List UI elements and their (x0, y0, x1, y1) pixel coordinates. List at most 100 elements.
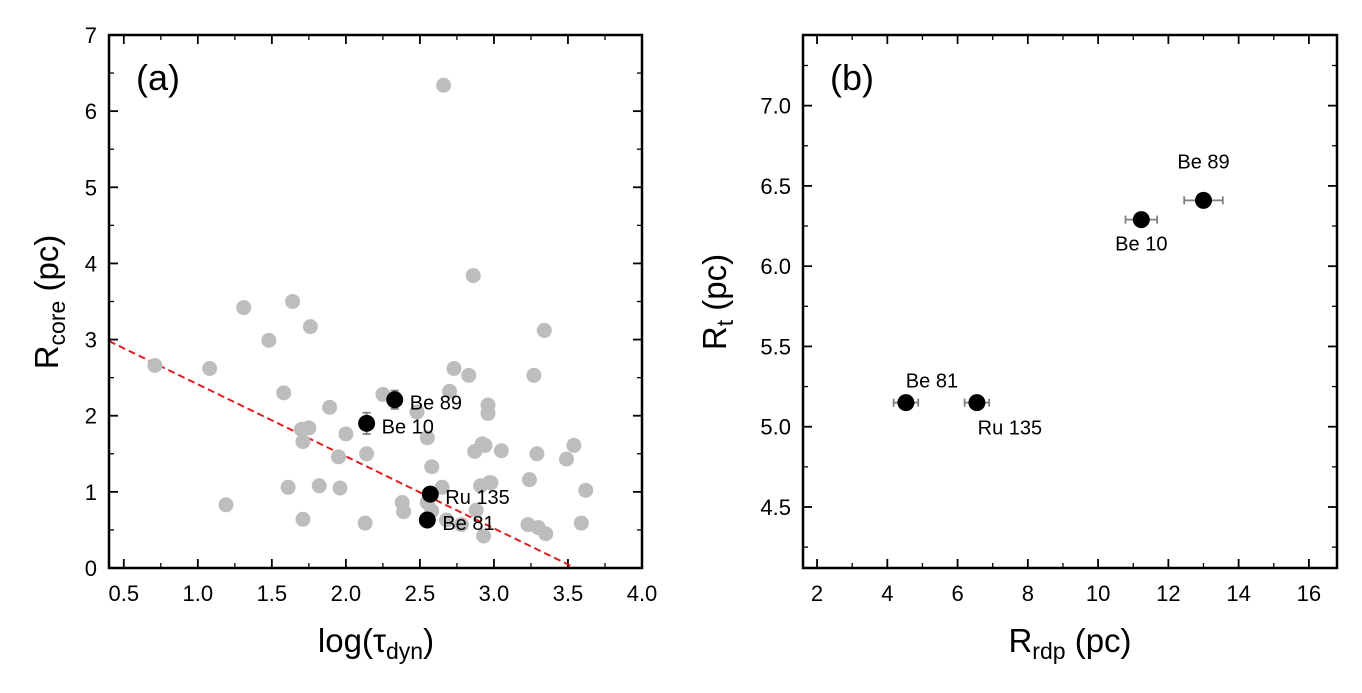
background-point (218, 497, 234, 513)
panel-b-label: (b) (830, 57, 874, 98)
highlight-point (418, 511, 436, 529)
panel-a-ylabel-tail: (pc) (28, 235, 65, 301)
background-point (439, 512, 455, 528)
background-point (477, 437, 493, 453)
background-point (446, 361, 462, 377)
panel-b-ylabel: Rt (pc) (696, 254, 738, 350)
panel-a-xtick-label: 0.5 (109, 581, 140, 606)
panel-b-ylabel-main: R (696, 326, 733, 350)
panel-a-background-points (147, 77, 594, 544)
panel-a-xtick-label: 2.0 (331, 581, 362, 606)
background-point (453, 517, 469, 533)
background-point (442, 383, 458, 399)
panel-b-xlabel-main: R (1008, 622, 1032, 659)
panel-b-ytick-label: 4.5 (760, 495, 791, 520)
background-point (147, 357, 163, 373)
highlight-point (386, 391, 404, 409)
panel-b-xtick-label: 8 (1022, 581, 1034, 606)
background-point (434, 479, 450, 495)
background-point (332, 480, 348, 496)
background-point (276, 385, 292, 401)
background-point (529, 446, 545, 462)
background-point (409, 404, 425, 420)
data-point-label: Be 89 (1177, 151, 1229, 173)
background-point (526, 367, 542, 383)
panel-a-label: (a) (136, 57, 180, 98)
panel-a-xlabel: log(τdyn) (318, 622, 434, 664)
panel-a-ylabel-main: R (28, 345, 65, 369)
background-point (436, 77, 452, 93)
panel-a-xtick-label: 1.0 (183, 581, 214, 606)
panel-a-ytick-label: 1 (85, 480, 97, 505)
panel-a-xlabel-sub: dyn (386, 638, 423, 664)
highlight-point-label: Ru 135 (445, 487, 510, 509)
background-point (493, 443, 509, 459)
highlight-point (358, 414, 376, 432)
highlight-point-label: Be 10 (382, 416, 434, 438)
panel-a-ytick-label: 0 (85, 556, 97, 581)
data-point-label: Ru 135 (978, 418, 1043, 440)
panel-b-xtick-label: 6 (951, 581, 963, 606)
panel-a-xtick-label: 4.0 (627, 581, 658, 606)
panel-b-ytick-label: 7.0 (760, 94, 791, 119)
panel-b-ylabel-sub: t (712, 319, 738, 326)
data-point (968, 394, 986, 412)
data-point-label: Be 81 (906, 371, 958, 393)
background-point (521, 472, 537, 488)
panel-b: 2 4 6 8 10 12 14 16 4.5 5.0 5.5 6.0 6.5 7.0 Be 89 Be 1… (696, 33, 1339, 664)
background-point (302, 319, 318, 335)
panel-b-ylabel-tail: (pc) (696, 254, 733, 320)
background-point (236, 300, 252, 316)
panel-b-ytick-label: 6.0 (760, 254, 791, 279)
background-point (396, 504, 412, 520)
panel-a-ytick-label: 4 (85, 251, 97, 276)
background-point (295, 511, 311, 527)
panel-a-xtick-label: 3.0 (479, 581, 510, 606)
background-point (476, 528, 492, 544)
panel-a-ticks: 0.5 1.0 1.5 2.0 2.5 3.0 3.5 4.0 0 1 2 3 4 5 6 7 (85, 23, 658, 606)
background-point (461, 367, 477, 383)
background-point (483, 475, 499, 491)
panel-b-ticks: 2 4 6 8 10 12 14 16 4.5 5.0 5.5 6.0 6.5 7.0 (760, 35, 1337, 606)
background-point (311, 478, 327, 494)
background-point (538, 526, 554, 542)
panel-b-xtick-label: 4 (881, 581, 893, 606)
background-point (285, 294, 301, 309)
panel-a-ytick-label: 3 (85, 328, 97, 353)
background-point (330, 449, 346, 465)
panel-a-xlabel-main: log(τ (318, 622, 386, 659)
background-point (359, 446, 375, 462)
data-point (1132, 211, 1150, 229)
panel-b-xlabel: Rrdp (pc) (1008, 622, 1131, 664)
background-point (578, 482, 594, 498)
panel-a-ytick-label: 7 (85, 23, 97, 48)
panel-b-ytick-label: 5.5 (760, 334, 791, 359)
panel-a-ytick-label: 6 (85, 99, 97, 124)
highlight-point-label: Be 89 (410, 393, 462, 415)
panel-b-points: Be 89 Be 10 Be 81 Ru 135 (892, 151, 1230, 440)
panel-b-xtick-label: 12 (1156, 581, 1180, 606)
background-point (480, 405, 496, 421)
panel-a-ytick-label: 2 (85, 404, 97, 429)
background-point (338, 426, 354, 442)
panel-a-xtick-label: 3.5 (553, 581, 584, 606)
background-point (357, 515, 373, 531)
background-point (566, 437, 582, 453)
background-point (558, 451, 574, 467)
panel-b-xlabel-tail: (pc) (1066, 622, 1132, 659)
background-point (301, 420, 317, 436)
panel-a-ytick-label: 5 (85, 175, 97, 200)
panel-b-frame (801, 33, 1339, 570)
background-point (424, 459, 440, 475)
highlight-point-label: Be 81 (442, 513, 494, 535)
panel-b-ytick-label: 5.0 (760, 415, 791, 440)
panel-b-xtick-label: 16 (1297, 581, 1321, 606)
panel-a-ylabel-sub: core (44, 301, 70, 346)
background-point (465, 268, 481, 284)
background-point (322, 399, 338, 415)
background-point (573, 515, 589, 531)
panel-a-ylabel: Rcore (pc) (28, 235, 70, 370)
panel-a-frame (107, 33, 644, 570)
